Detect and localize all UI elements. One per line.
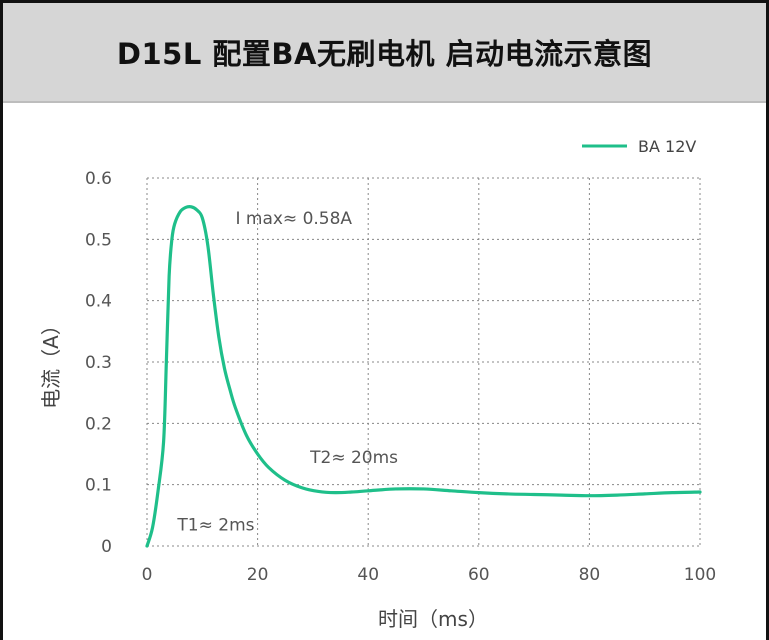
title-bar: D15L 配置BA无刷电机 启动电流示意图 xyxy=(3,3,766,103)
series-line-ba-12v xyxy=(145,205,702,548)
grid-lines xyxy=(146,177,701,547)
legend-label: BA 12V xyxy=(638,137,696,156)
x-tick-labels: 0 20 40 60 80 100 xyxy=(142,565,717,585)
y-tick-label: 0 xyxy=(101,537,112,557)
x-tick-label: 20 xyxy=(247,565,269,585)
series-layer xyxy=(145,205,702,548)
annotation-label: T2≈ 20ms xyxy=(309,448,398,468)
annotations: I max≈ 0.58A T2≈ 20ms T1≈ 2ms xyxy=(176,209,398,536)
legend: BA 12V xyxy=(582,137,696,156)
y-tick-label: 0.6 xyxy=(85,169,112,189)
annotation-label: I max≈ 0.58A xyxy=(235,209,352,229)
annotation-label: T1≈ 2ms xyxy=(176,516,254,536)
y-tick-labels: 0 0.1 0.2 0.3 0.4 0.5 0.6 xyxy=(85,169,112,557)
y-tick-label: 0.3 xyxy=(85,353,112,373)
y-axis-title: 电流（A） xyxy=(39,315,63,409)
x-tick-label: 40 xyxy=(357,565,379,585)
x-tick-label: 60 xyxy=(468,565,490,585)
x-tick-label: 0 xyxy=(142,565,153,585)
chart-title: D15L 配置BA无刷电机 启动电流示意图 xyxy=(116,37,653,71)
x-tick-label: 100 xyxy=(684,565,716,585)
x-tick-label: 80 xyxy=(579,565,601,585)
y-tick-label: 0.1 xyxy=(85,476,112,496)
y-tick-label: 0.2 xyxy=(85,414,112,434)
x-axis-title: 时间（ms） xyxy=(378,607,488,631)
y-tick-label: 0.5 xyxy=(85,230,112,250)
y-tick-label: 0.4 xyxy=(85,292,112,312)
